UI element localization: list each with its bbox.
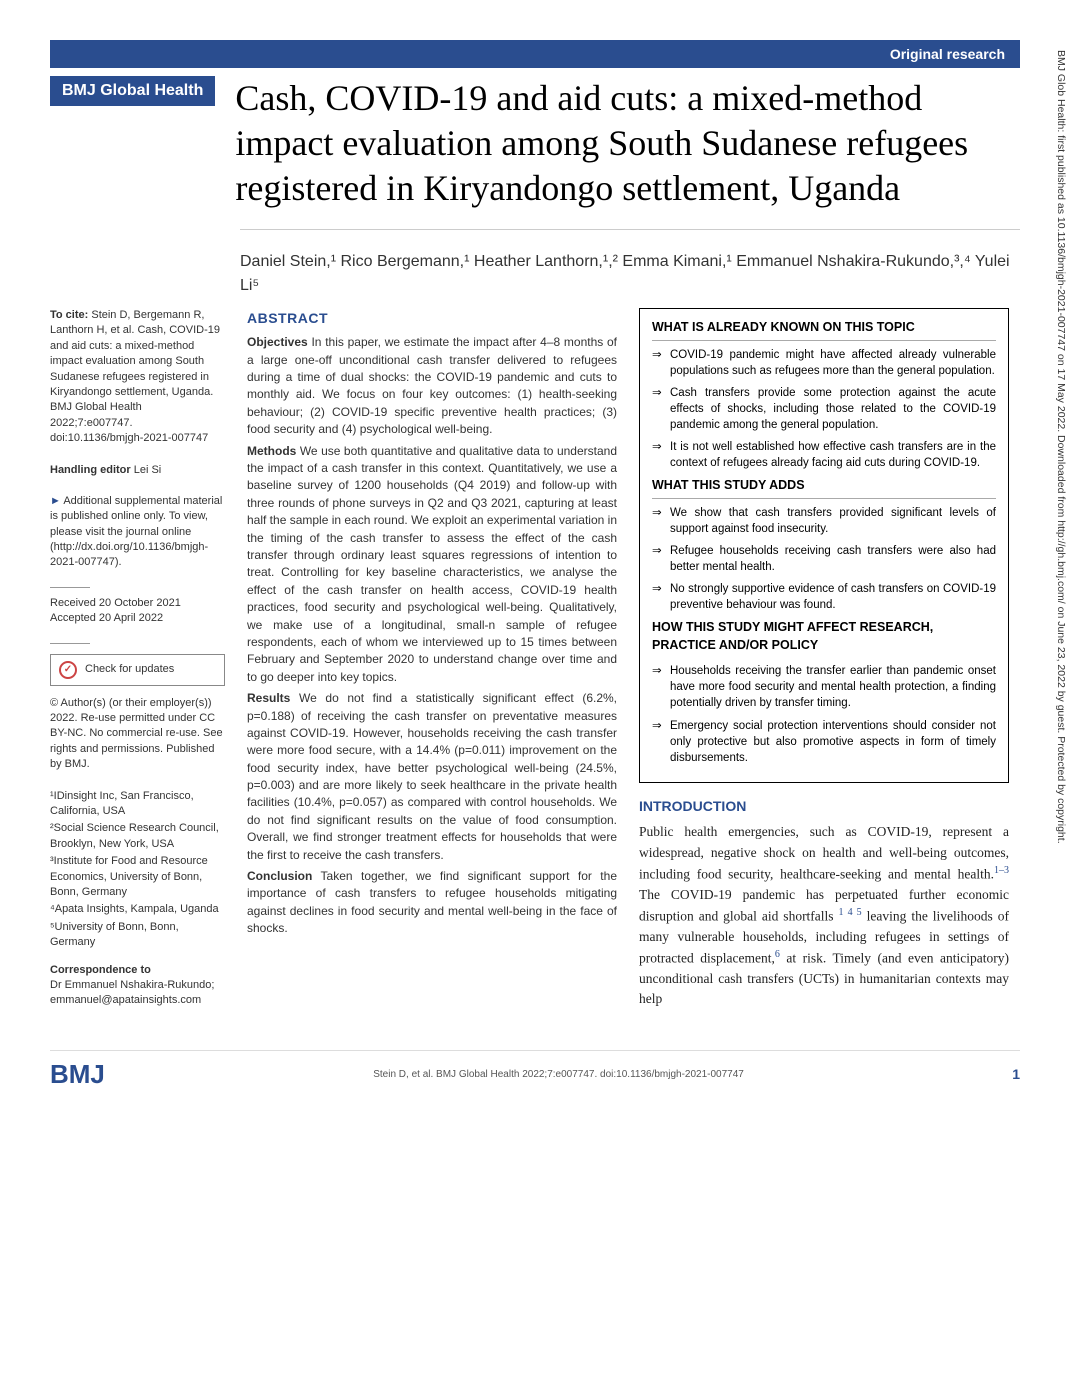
adds-item: No strongly supportive evidence of cash … [652, 581, 996, 613]
supplement-block: ► Additional supplemental material is pu… [50, 494, 225, 571]
cite-text: Stein D, Bergemann R, Lanthorn H, et al.… [50, 309, 220, 444]
adds-item: Refugee households receiving cash transf… [652, 543, 996, 575]
right-column: WHAT IS ALREADY KNOWN ON THIS TOPIC COVI… [639, 308, 1009, 1025]
abstract-heading: ABSTRACT [247, 308, 617, 328]
editor-name: Lei Si [131, 464, 162, 476]
abstract-column: ABSTRACT Objectives In this paper, we es… [247, 308, 617, 1025]
triangle-icon: ► [50, 495, 63, 507]
cite-label: To cite: [50, 309, 88, 321]
affiliation-item: ⁴Apata Insights, Kampala, Uganda [50, 902, 225, 917]
affiliation-item: ³Institute for Food and Resource Economi… [50, 854, 225, 900]
known-item: Cash transfers provide some protection a… [652, 385, 996, 433]
known-list: COVID-19 pandemic might have affected al… [652, 347, 996, 472]
conclusion-label: Conclusion [247, 869, 312, 883]
abstract-conclusion: Conclusion Taken together, we find signi… [247, 868, 617, 938]
adds-heading: WHAT THIS STUDY ADDS [652, 477, 996, 499]
mini-divider-2 [50, 643, 90, 644]
editor-block: Handling editor Lei Si [50, 463, 225, 478]
check-updates-label: Check for updates [85, 662, 174, 677]
category-bar: Original research [50, 40, 1020, 68]
affect-list: Households receiving the transfer earlie… [652, 663, 996, 766]
affiliation-item: ²Social Science Research Council, Brookl… [50, 821, 225, 852]
abstract-methods: Methods We use both quantitative and qua… [247, 443, 617, 686]
known-heading: WHAT IS ALREADY KNOWN ON THIS TOPIC [652, 319, 996, 341]
received-date: Received 20 October 2021 [50, 596, 225, 611]
author-list: Daniel Stein,¹ Rico Bergemann,¹ Heather … [240, 250, 1020, 298]
bmj-logo: BMJ [50, 1059, 105, 1090]
methods-label: Methods [247, 444, 296, 458]
summary-box: WHAT IS ALREADY KNOWN ON THIS TOPIC COVI… [639, 308, 1009, 783]
objectives-text: In this paper, we estimate the impact af… [247, 335, 617, 436]
abstract-objectives: Objectives In this paper, we estimate th… [247, 334, 617, 438]
abstract-results: Results We do not find a statistically s… [247, 690, 617, 864]
page-number: 1 [1012, 1066, 1020, 1082]
adds-item: We show that cash transfers provided sig… [652, 505, 996, 537]
mini-divider [50, 587, 90, 588]
objectives-label: Objectives [247, 335, 308, 349]
citation-block: To cite: Stein D, Bergemann R, Lanthorn … [50, 308, 225, 447]
affiliation-item: ¹IDinsight Inc, San Francisco, Californi… [50, 789, 225, 820]
journal-badge: BMJ Global Health [50, 76, 215, 106]
article-title: Cash, COVID-19 and aid cuts: a mixed-met… [235, 76, 1020, 211]
editor-label: Handling editor [50, 464, 131, 476]
copyright-block: © Author(s) (or their employer(s)) 2022.… [50, 696, 225, 773]
known-item: COVID-19 pandemic might have affected al… [652, 347, 996, 379]
affiliations: ¹IDinsight Inc, San Francisco, Californi… [50, 789, 225, 951]
corr-text: Dr Emmanuel Nshakira-Rukundo; emmanuel@a… [50, 978, 225, 1009]
affect-item: Emergency social protection intervention… [652, 718, 996, 766]
title-row: BMJ Global Health Cash, COVID-19 and aid… [50, 76, 1020, 211]
results-label: Results [247, 691, 290, 705]
affect-item: Households receiving the transfer earlie… [652, 663, 996, 711]
corr-label: Correspondence to [50, 963, 225, 978]
category-label: Original research [890, 46, 1005, 62]
update-icon: ✓ [59, 661, 77, 679]
main-grid: To cite: Stein D, Bergemann R, Lanthorn … [50, 308, 1020, 1025]
page-footer: BMJ Stein D, et al. BMJ Global Health 20… [50, 1050, 1020, 1090]
title-divider [240, 229, 1020, 230]
side-download-note: BMJ Glob Health: first published as 10.1… [1052, 50, 1068, 1330]
affiliation-item: ⁵University of Bonn, Bonn, Germany [50, 920, 225, 951]
adds-list: We show that cash transfers provided sig… [652, 505, 996, 614]
affect-heading: HOW THIS STUDY MIGHT AFFECT RESEARCH, PR… [652, 619, 996, 657]
left-sidebar: To cite: Stein D, Bergemann R, Lanthorn … [50, 308, 225, 1025]
correspondence-block: Correspondence to Dr Emmanuel Nshakira-R… [50, 963, 225, 1009]
intro-text: Public health emergencies, such as COVID… [639, 822, 1009, 1009]
footer-citation: Stein D, et al. BMJ Global Health 2022;7… [373, 1069, 744, 1080]
check-updates-button[interactable]: ✓ Check for updates [50, 654, 225, 686]
methods-text: We use both quantitative and qualitative… [247, 444, 617, 684]
accepted-date: Accepted 20 April 2022 [50, 611, 225, 626]
known-item: It is not well established how effective… [652, 439, 996, 471]
page-container: Original research BMJ Global Health Cash… [0, 0, 1080, 1130]
results-text: We do not find a statistically significa… [247, 691, 617, 862]
intro-heading: INTRODUCTION [639, 797, 1009, 817]
supplement-text: Additional supplemental material is publ… [50, 495, 222, 569]
